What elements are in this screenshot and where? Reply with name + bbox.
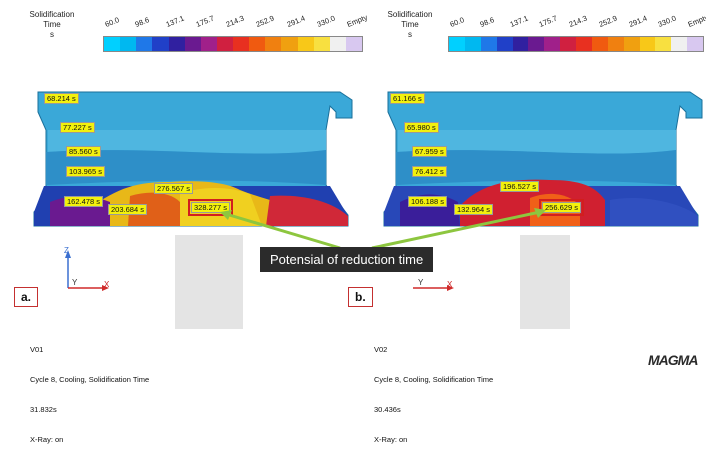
label-left-5: 162.478 s xyxy=(64,196,103,207)
colorbar-swatch xyxy=(591,37,608,51)
axis-triad-right xyxy=(413,285,454,291)
callout-reduction-time: Potensial of reduction time xyxy=(260,247,434,272)
label-right-5: 106.188 s xyxy=(408,196,447,207)
info-right-line1: V02 xyxy=(374,345,388,354)
label-left-3: 85.560 s xyxy=(66,146,101,157)
legend-unit: s xyxy=(50,30,54,39)
colorbar-swatch xyxy=(152,37,169,51)
colorbar-swatch xyxy=(560,37,576,51)
label-left-1: 68.214 s xyxy=(44,93,79,104)
legend-title-line1: Solidification xyxy=(29,10,75,19)
colorbar-swatch xyxy=(464,37,481,51)
legend-unit: s xyxy=(408,30,412,39)
label-right-4: 76.412 s xyxy=(412,166,447,177)
colorbar-swatch xyxy=(233,37,250,51)
colorbar-swatch xyxy=(265,37,282,51)
pedestal-right xyxy=(520,235,570,329)
legend-title-line2: Time xyxy=(43,20,61,29)
axis-y-right: Y xyxy=(418,278,424,287)
colorbar-swatch xyxy=(496,37,513,51)
label-right-1: 61.166 s xyxy=(390,93,425,104)
info-left-line4: X-Ray: on xyxy=(30,435,64,444)
colorbar-right xyxy=(448,36,704,52)
info-right-line2: Cycle 8, Cooling, Solidification Time xyxy=(374,375,494,384)
label-left-6: 203.684 s xyxy=(108,204,147,215)
axis-triad-left xyxy=(65,250,109,291)
colorbar-swatch xyxy=(576,37,592,51)
colorbar-swatch xyxy=(449,37,465,51)
colorbar-swatch xyxy=(639,37,656,51)
legend-title-line1: Solidification xyxy=(387,10,433,19)
legend-title-left: Solidification Time s xyxy=(22,10,82,40)
colorbar-swatch xyxy=(136,37,153,51)
colorbar-swatch xyxy=(480,37,497,51)
label-right-7: 196.527 s xyxy=(500,181,539,192)
colorbar-swatch xyxy=(168,37,185,51)
colorbar-swatch xyxy=(607,37,624,51)
label-right-6: 132.964 s xyxy=(454,204,493,215)
colorbar-swatch xyxy=(687,37,703,51)
tag-a: a. xyxy=(14,287,39,307)
magma-logo: MAGMA xyxy=(648,352,698,368)
axis-x-right: X xyxy=(447,280,453,289)
label-left-2: 77.227 s xyxy=(60,122,95,133)
colorbar-swatch xyxy=(184,37,201,51)
info-right-line4: X-Ray: on xyxy=(374,435,408,444)
axis-z-left: Z xyxy=(64,246,69,255)
label-left-8-highlight: 328.277 s xyxy=(188,199,233,216)
legend-title-right: Solidification Time s xyxy=(380,10,440,40)
colorbar-swatch xyxy=(216,37,233,51)
label-right-3: 67.959 s xyxy=(412,146,447,157)
legend-title-line2: Time xyxy=(401,20,419,29)
casting-section-left xyxy=(33,91,353,227)
casting-section-right xyxy=(383,91,703,227)
info-left-line2: Cycle 8, Cooling, Solidification Time xyxy=(30,375,150,384)
label-left-4: 103.965 s xyxy=(66,166,105,177)
label-right-8-highlight: 256.629 s xyxy=(539,199,584,216)
label-left-7: 276.567 s xyxy=(154,183,193,194)
colorbar-swatch xyxy=(200,37,217,51)
colorbar-swatch xyxy=(120,37,137,51)
colorbar-swatch xyxy=(104,37,121,51)
colorbar-swatch xyxy=(249,37,266,51)
axis-x-left: X xyxy=(104,280,110,289)
colorbar-swatch xyxy=(281,37,298,51)
colorbar-swatch xyxy=(655,37,672,51)
colorbar-swatch xyxy=(528,37,545,51)
colorbar-swatch xyxy=(512,37,529,51)
colorbar-swatch xyxy=(329,37,346,51)
pedestal-left xyxy=(175,235,243,329)
colorbar-left xyxy=(103,36,363,52)
colorbar-swatch xyxy=(297,37,314,51)
colorbar-swatch xyxy=(313,37,330,51)
info-left-line1: V01 xyxy=(30,345,44,354)
colorbar-swatch xyxy=(623,37,640,51)
axis-y-left: Y xyxy=(72,278,78,287)
colorbar-swatch xyxy=(345,37,362,51)
tag-b: b. xyxy=(348,287,373,307)
info-left-line3: 31.832s xyxy=(30,405,57,414)
colorbar-swatch xyxy=(671,37,688,51)
colorbar-swatch xyxy=(544,37,561,51)
callout-arrows xyxy=(220,208,546,250)
info-right-line3: 30.436s xyxy=(374,405,401,414)
label-right-2: 65.980 s xyxy=(404,122,439,133)
